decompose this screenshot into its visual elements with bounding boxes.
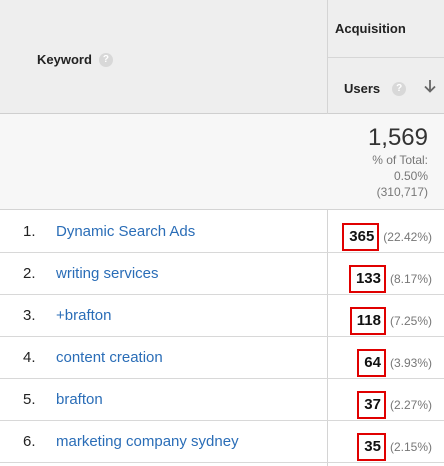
users-percent: (2.15%) — [389, 440, 432, 454]
row-rank: 2. — [23, 265, 36, 282]
table-row: 1. Dynamic Search Ads 365 (22.42%) — [0, 210, 444, 253]
users-value: 133 — [348, 265, 386, 293]
keyword-link[interactable]: content creation — [56, 349, 163, 366]
row-rank: 3. — [23, 307, 36, 324]
row-rank: 5. — [23, 391, 36, 408]
users-cell: 365 (22.42%) — [342, 223, 432, 251]
percent-of-total-value: 0.50% — [393, 169, 428, 183]
users-value: 64 — [357, 349, 386, 377]
users-cell: 35 (2.15%) — [357, 433, 432, 461]
row-rank: 6. — [23, 433, 36, 450]
users-value: 37 — [357, 391, 386, 419]
table-header-users-cell[interactable] — [328, 58, 444, 114]
users-cell: 64 (3.93%) — [357, 349, 432, 377]
users-value: 365 — [342, 223, 380, 251]
keyword-header-label: Keyword — [37, 52, 92, 67]
table-row: 4. content creation 64 (3.93%) — [0, 336, 444, 379]
table-row: 6. marketing company sydney 35 (2.15%) — [0, 420, 444, 463]
totals-row — [0, 114, 444, 210]
users-percent: (3.93%) — [389, 356, 432, 370]
help-icon[interactable]: ? — [98, 52, 113, 67]
keyword-column-header[interactable]: Keyword ? — [37, 52, 113, 67]
table-header-group-cell — [328, 0, 444, 58]
keyword-link[interactable]: marketing company sydney — [56, 433, 239, 450]
keyword-link[interactable]: +brafton — [56, 307, 112, 324]
users-header-label: Users — [344, 81, 381, 96]
table-row: 2. writing services 133 (8.17%) — [0, 252, 444, 295]
keyword-link[interactable]: Dynamic Search Ads — [56, 223, 196, 240]
users-value: 35 — [357, 433, 386, 461]
users-total-summary: 1,569 % of Total: 0.50% (310,717) — [367, 124, 428, 200]
keyword-link[interactable]: writing services — [56, 265, 159, 282]
users-column-header[interactable]: Users ? — [344, 81, 407, 96]
keyword-link[interactable]: brafton — [56, 391, 103, 408]
sort-descending-arrow-icon[interactable] — [423, 78, 437, 94]
acquisition-group-header: Acquisition — [335, 21, 406, 36]
users-total-value: 1,569 — [367, 124, 428, 151]
users-value: 118 — [349, 307, 386, 335]
users-percent: (8.17%) — [389, 272, 432, 286]
users-cell: 37 (2.27%) — [357, 391, 432, 419]
users-percent: (2.27%) — [389, 398, 432, 412]
users-cell: 133 (8.17%) — [348, 265, 432, 293]
help-icon[interactable]: ? — [392, 81, 407, 96]
table-row: 3. +brafton 118 (7.25%) — [0, 294, 444, 337]
table-row: 5. brafton 37 (2.27%) — [0, 378, 444, 421]
users-percent: (7.25%) — [389, 314, 432, 328]
table-header-keyword-cell — [0, 0, 327, 114]
users-percent: (22.42%) — [383, 230, 432, 244]
row-rank: 1. — [23, 223, 36, 240]
row-rank: 4. — [23, 349, 36, 366]
column-divider — [327, 0, 328, 466]
percent-of-total-label: % of Total: — [372, 153, 428, 167]
users-cell: 118 (7.25%) — [349, 307, 432, 335]
site-total-value: (310,717) — [376, 185, 428, 199]
